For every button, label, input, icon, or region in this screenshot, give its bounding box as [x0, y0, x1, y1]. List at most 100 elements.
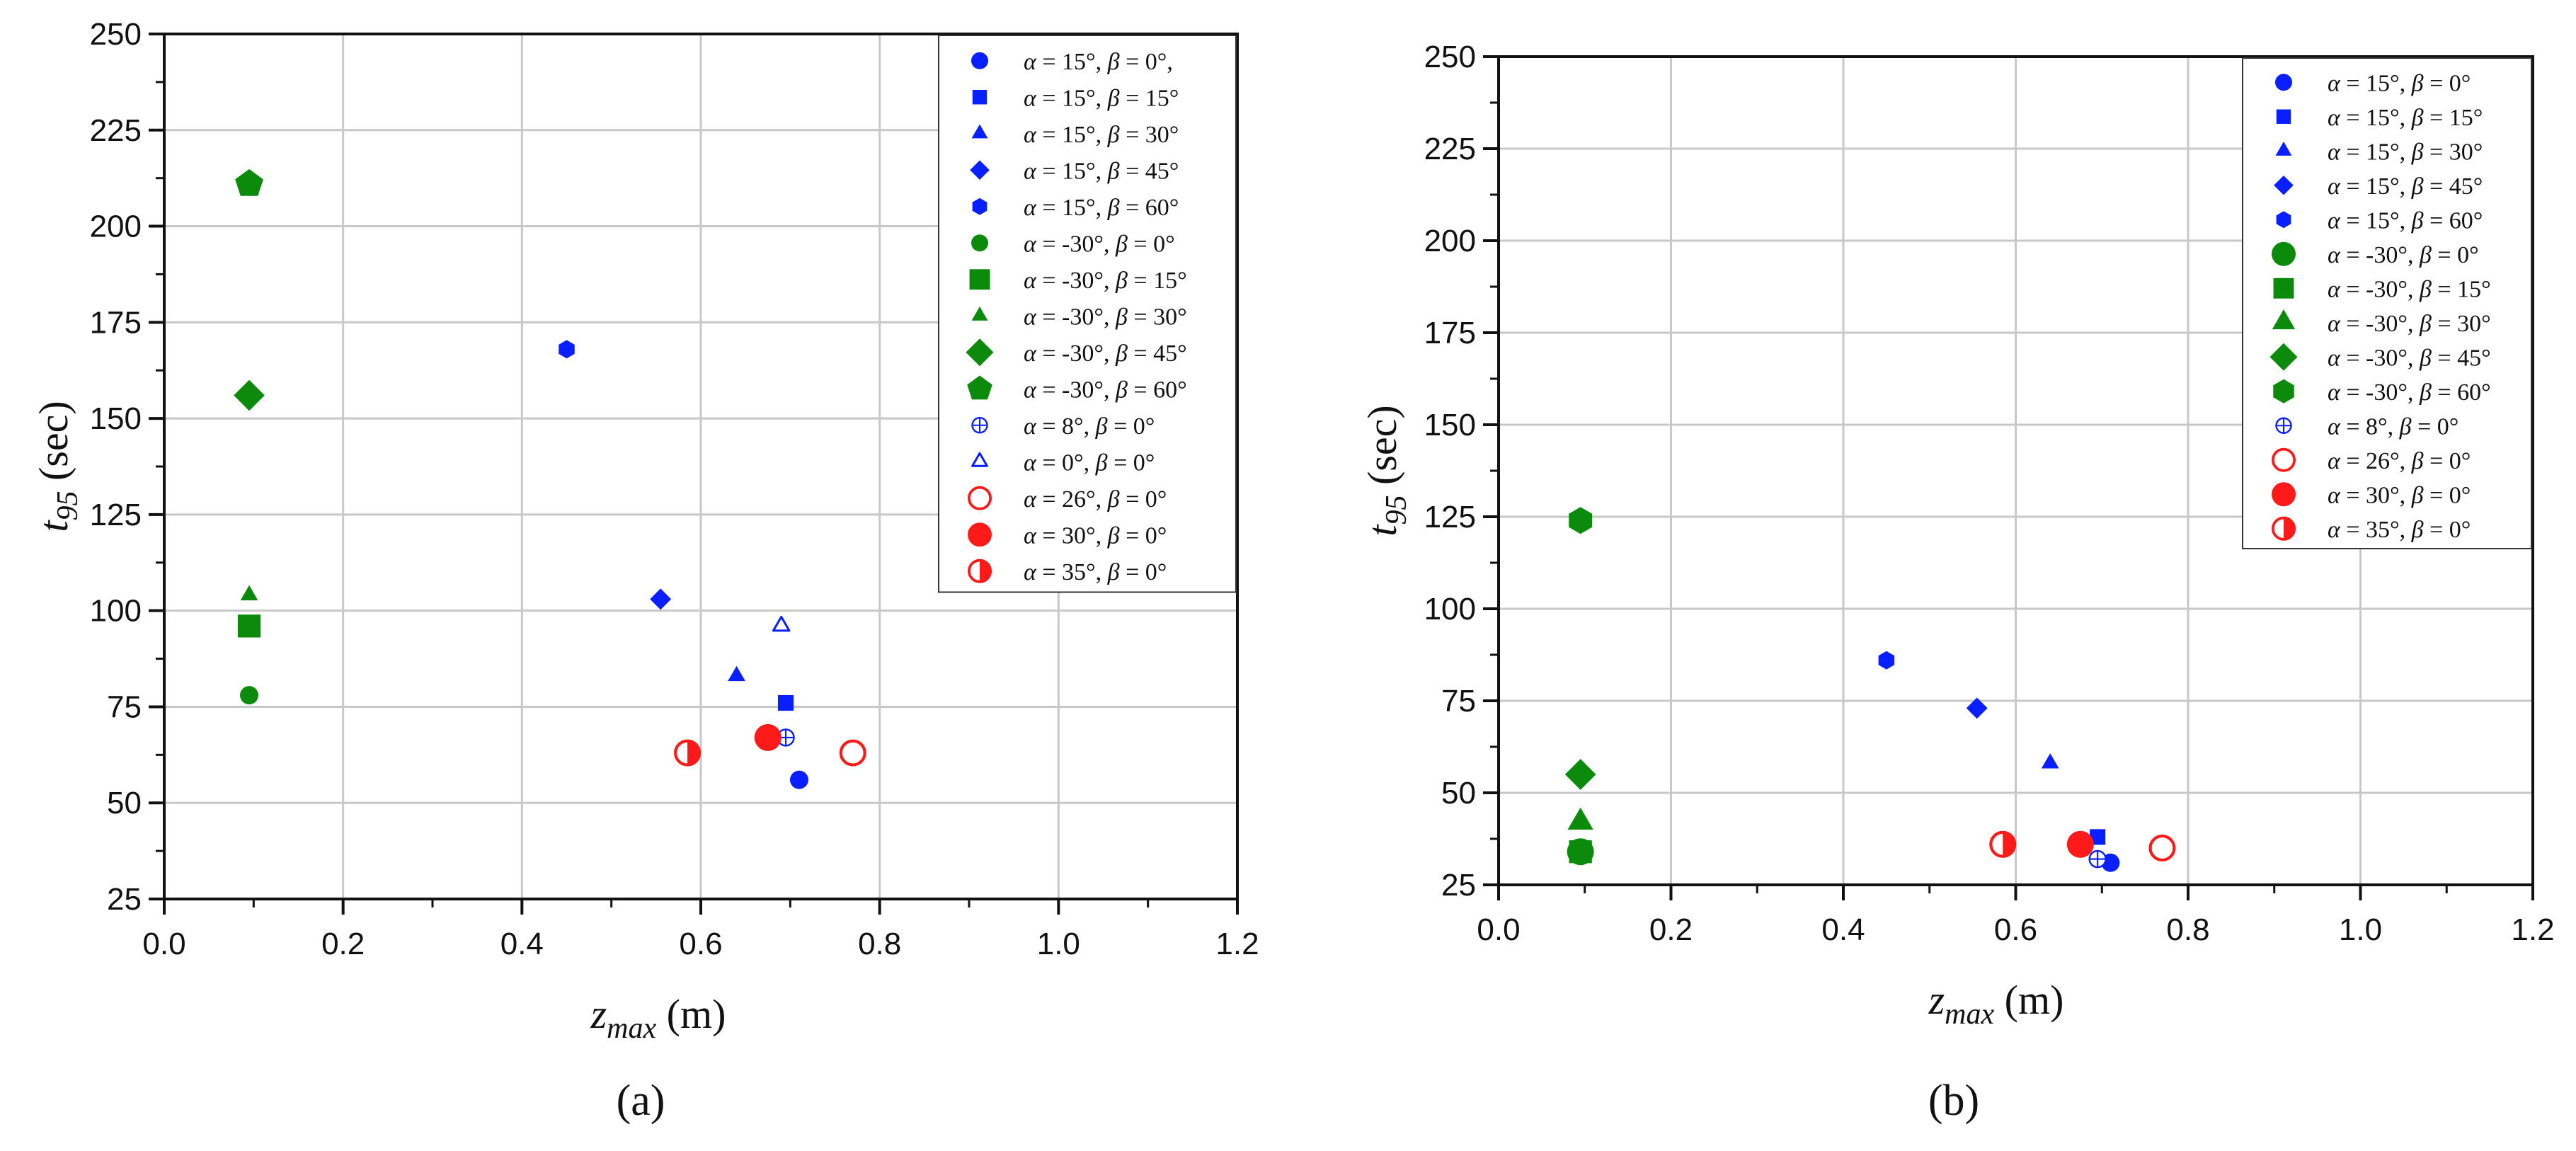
x-axis: 0.0 0.2 0.4 0.6 0.8 1.0 1.2: [142, 899, 1259, 961]
legend-label: α = -30°, β = 45°: [2328, 345, 2491, 371]
y-tick-label: 200: [90, 210, 142, 244]
y-tick-label: 75: [107, 689, 142, 724]
legend-label: α = 8°, β = 0°: [1024, 413, 1155, 440]
x-tick-label: 0.6: [1994, 912, 2037, 947]
y-tick-label: 50: [1441, 776, 1476, 811]
y-tick-label: 200: [1424, 224, 1476, 258]
x-tick-label: 1.0: [2339, 912, 2382, 947]
legend-label: α = -30°, β = 60°: [1024, 377, 1187, 403]
data-point: [777, 694, 794, 711]
x-axis-label: zmax (m): [590, 991, 726, 1045]
legend-label: α = 15°, β = 30°: [2328, 139, 2483, 165]
data-point: [839, 739, 866, 767]
legend-marker: [2275, 417, 2292, 434]
legend-label: α = 8°, β = 0°: [2328, 413, 2458, 440]
y-axis: 25 50 75 100 125 150 175 200 225 250: [90, 17, 164, 917]
legend-marker: [972, 197, 988, 215]
data-point: [1569, 840, 1592, 864]
data-point: [237, 614, 261, 638]
legend-marker: [971, 124, 988, 139]
legend-marker: [971, 452, 988, 467]
legend: α = 15°, β = 0°, α = 15°, β = 15° α = 15°,…: [938, 35, 1237, 593]
data-point: [240, 585, 258, 601]
legend-label: α = 26°, β = 0°: [1024, 486, 1167, 512]
legend-label: α = 26°, β = 0°: [2328, 448, 2471, 474]
legend-marker: [2272, 241, 2296, 266]
legend-marker: [2276, 211, 2291, 229]
data-point: [2090, 829, 2106, 845]
legend-label: α = 15°, β = 15°: [2328, 105, 2483, 131]
x-tick-label: 0.8: [858, 927, 901, 961]
y-tick-label: 225: [1424, 132, 1476, 166]
legend-label: α = -30°, β = 0°: [1024, 231, 1175, 257]
data-point: [2088, 849, 2107, 869]
y-tick-label: 150: [1424, 408, 1476, 442]
legend-marker: [967, 559, 992, 583]
data-point: [1567, 807, 1593, 830]
legend-marker: [2271, 516, 2296, 541]
legend-label: α = 15°, β = 0°,: [1024, 49, 1173, 75]
legend-label: α = 30°, β = 0°: [2328, 482, 2471, 508]
data-point: [1569, 507, 1593, 534]
y-tick-label: 50: [107, 786, 142, 820]
legend-box: [2242, 57, 2532, 549]
panel-label: (b): [1928, 1077, 1979, 1125]
y-tick-label: 250: [90, 17, 142, 52]
x-tick-label: 1.2: [2511, 912, 2554, 947]
data-point: [1989, 830, 2017, 858]
data-points: [234, 168, 866, 789]
y-tick-label: 100: [1424, 592, 1476, 626]
legend-marker: [2273, 277, 2294, 299]
x-tick-label: 0.0: [142, 927, 185, 961]
data-point: [777, 728, 795, 747]
x-tick-label: 0.2: [1649, 912, 1693, 947]
y-tick-label: 125: [1424, 500, 1476, 534]
y-tick-label: 100: [90, 594, 142, 629]
data-point: [650, 588, 672, 610]
x-axis-label: zmax (m): [1928, 977, 2064, 1031]
y-tick-label: 225: [90, 113, 142, 148]
legend-label: α = 35°, β = 0°: [1024, 559, 1167, 585]
legend-marker: [968, 522, 992, 547]
y-tick-label: 75: [1441, 684, 1476, 718]
data-point: [2066, 830, 2094, 858]
chart-panel-a: 0.0 0.2 0.4 0.6 0.8 1.0 1.22550751001251501752…: [30, 17, 1259, 1125]
y-tick-label: 175: [1424, 316, 1476, 350]
y-axis: 25 50 75 100 125 150 175 200 225 250: [1424, 40, 1499, 903]
data-point: [240, 686, 259, 705]
legend-marker: [2276, 109, 2291, 124]
panel-label: (a): [617, 1077, 665, 1125]
y-tick-label: 250: [1424, 40, 1476, 74]
data-point: [2041, 753, 2059, 769]
legend-label: α = 15°, β = 0°: [2328, 70, 2471, 96]
legend-marker: [2271, 447, 2296, 472]
legend-marker: [971, 417, 988, 434]
legend-marker: [967, 375, 992, 400]
data-point: [559, 340, 575, 359]
data-point: [234, 379, 265, 411]
y-axis-label: t95 (sec): [1359, 405, 1413, 536]
x-tick-label: 0.2: [321, 927, 365, 961]
data-point: [728, 665, 745, 682]
y-tick-label: 150: [90, 401, 142, 436]
legend: α = 15°, β = 0° α = 15°, β = 15° α = 15°, …: [2242, 57, 2532, 549]
y-tick-label: 25: [1441, 868, 1476, 903]
x-tick-label: 1.2: [1215, 927, 1259, 961]
x-axis: 0.0 0.2 0.4 0.6 0.8 1.0 1.2: [1477, 885, 2555, 947]
legend-label: α = 35°, β = 0°: [2328, 517, 2471, 543]
legend-marker: [970, 160, 990, 181]
legend-label: α = -30°, β = 30°: [2328, 311, 2491, 337]
data-point: [754, 723, 782, 751]
y-tick-label: 125: [90, 498, 142, 532]
data-point: [1564, 759, 1596, 790]
legend-marker: [969, 269, 990, 290]
x-tick-label: 0.4: [500, 927, 544, 961]
legend-marker: [971, 234, 988, 252]
legend-marker: [967, 486, 992, 510]
legend-label: α = 0°, β = 0°: [1024, 449, 1155, 476]
legend-label: α = 15°, β = 30°: [1024, 122, 1179, 148]
legend-label: α = -30°, β = 60°: [2328, 379, 2491, 406]
legend-marker: [2272, 309, 2296, 330]
